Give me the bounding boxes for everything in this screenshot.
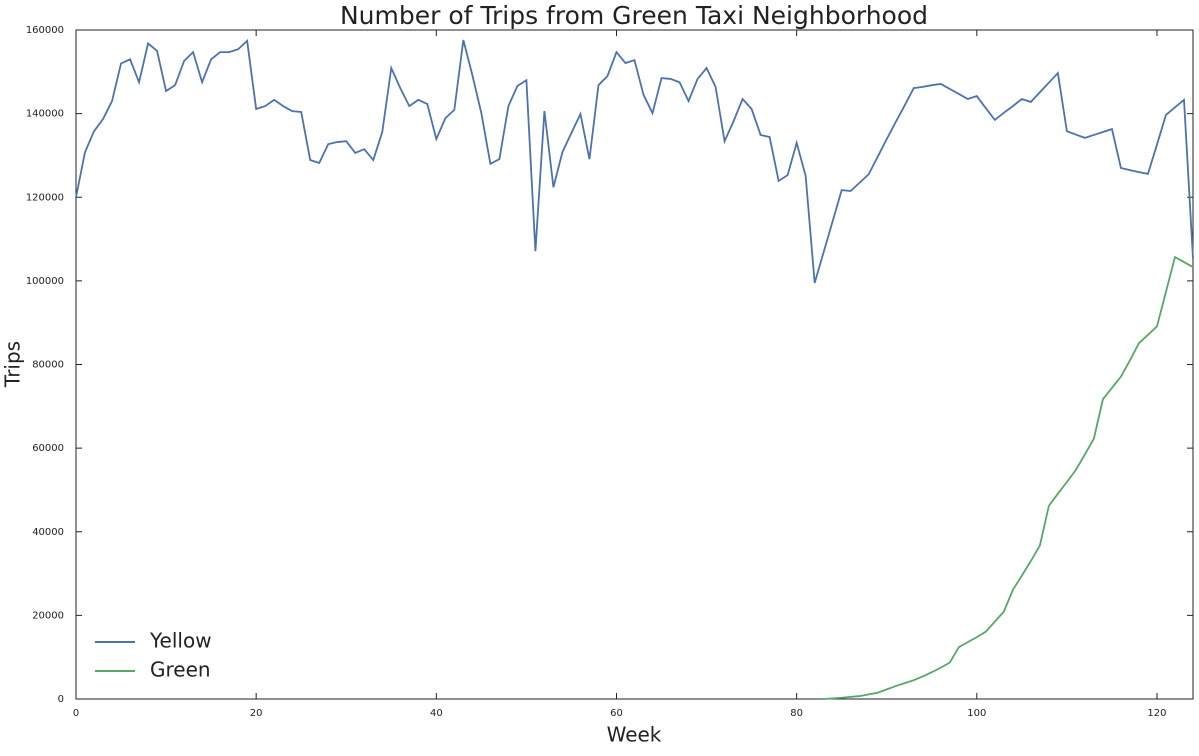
x-axis-label: Week [607,723,662,747]
chart-title: Number of Trips from Green Taxi Neighbor… [340,1,928,30]
plot-frame [75,29,1194,700]
y-tick-label: 40000 [32,527,64,538]
series-line [75,39,1194,284]
series-line [823,255,1194,700]
y-axis-label: Trips [1,341,25,388]
x-tick-label: 0 [73,708,79,719]
y-tick-label: 80000 [32,360,64,371]
x-tick-label: 120 [1147,708,1166,719]
y-tick-label: 20000 [32,610,64,621]
x-tick-label: 60 [610,708,623,719]
y-tick-label: 120000 [26,192,64,203]
y-tick-label: 100000 [26,276,64,287]
x-tick-label: 100 [967,708,986,719]
x-tick-label: 80 [790,708,803,719]
legend-label: Green [150,658,211,682]
y-tick-label: 140000 [26,109,64,120]
y-tick-label: 0 [58,694,64,705]
legend-label: Yellow [149,629,212,653]
x-tick-label: 40 [430,708,443,719]
x-tick-label: 20 [250,708,263,719]
y-tick-label: 160000 [26,25,64,36]
y-tick-label: 60000 [32,443,64,454]
